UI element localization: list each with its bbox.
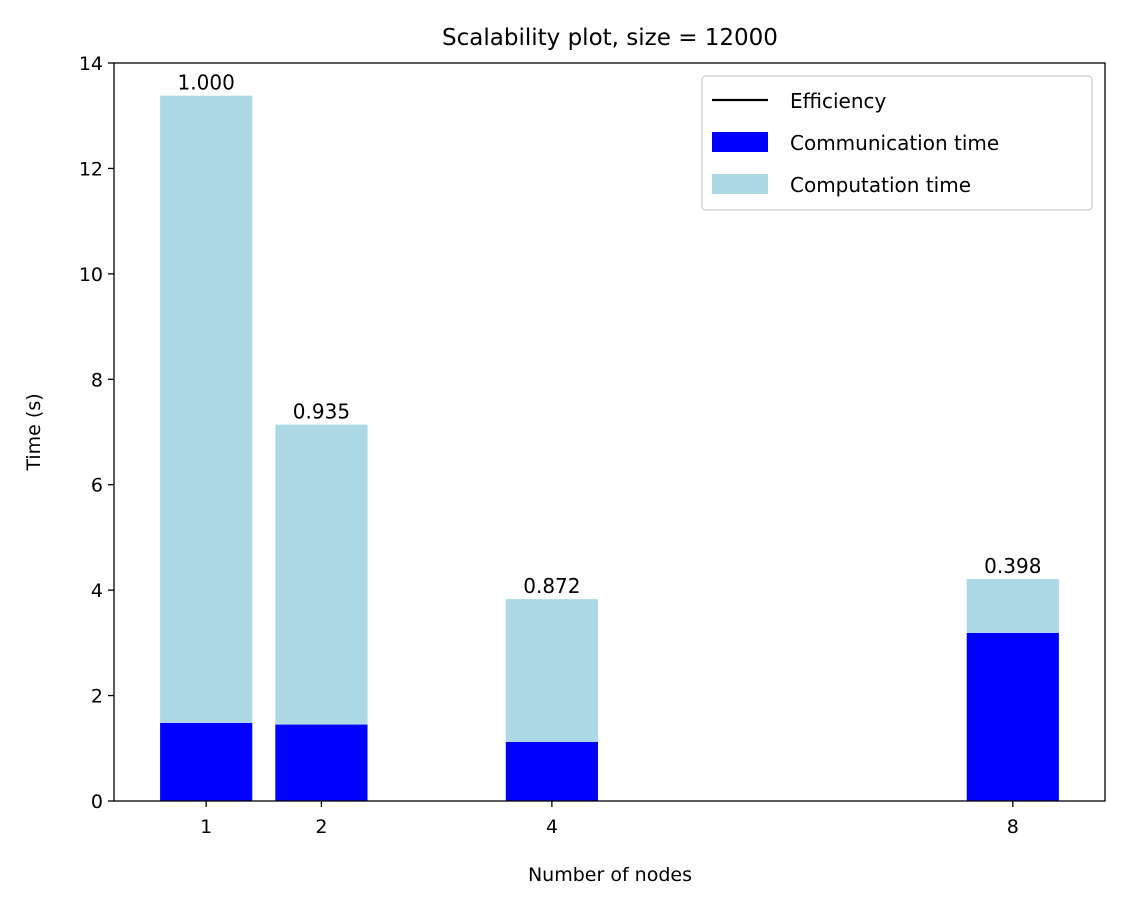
y-tick-label-10: 10 [79,264,103,286]
efficiency-label-4: 0.872 [523,574,580,598]
x-tick-label-1: 1 [200,816,212,838]
legend-efficiency-label: Efficiency [790,89,887,113]
x-tick-label-2: 2 [315,816,327,838]
communication-bar-4 [505,741,598,801]
computation-bar-4 [505,599,598,742]
legend: Efficiency Communication time Computatio… [701,75,1093,211]
computation-bar-8 [966,579,1059,633]
y-tick-label-12: 12 [79,158,103,180]
y-tick-label-0: 0 [91,791,103,813]
computation-bar-2 [275,424,368,725]
bars [160,95,1059,801]
legend-communication-label: Communication time [790,131,999,155]
legend-frame [701,75,1093,211]
communication-bar-1 [160,722,253,801]
y-tick-label-8: 8 [91,369,103,391]
x-axis-label: Number of nodes [528,864,692,886]
y-axis: 0 2 4 6 8 10 12 14 [79,53,114,813]
legend-computation-label: Computation time [790,173,971,197]
bar-labels: 1.000 0.935 0.872 0.398 [178,71,1042,598]
x-tick-label-8: 8 [1007,816,1019,838]
y-tick-label-14: 14 [79,53,103,75]
y-tick-label-2: 2 [91,686,103,708]
communication-bar-8 [966,632,1059,801]
y-tick-label-4: 4 [91,580,103,602]
chart-title: Scalability plot, size = 12000 [442,25,778,51]
efficiency-label-1: 1.000 [178,71,235,95]
x-axis: 1 2 4 8 [200,801,1019,838]
y-tick-label-6: 6 [91,475,103,497]
legend-computation-swatch [712,174,768,194]
communication-bar-2 [275,724,368,801]
computation-bar-1 [160,95,253,723]
y-axis-label: Time (s) [23,393,45,471]
efficiency-label-2: 0.935 [293,400,350,424]
x-tick-label-4: 4 [546,816,558,838]
legend-communication-swatch [712,132,768,152]
plot-frame [113,62,1106,802]
efficiency-label-8: 0.398 [984,554,1041,578]
